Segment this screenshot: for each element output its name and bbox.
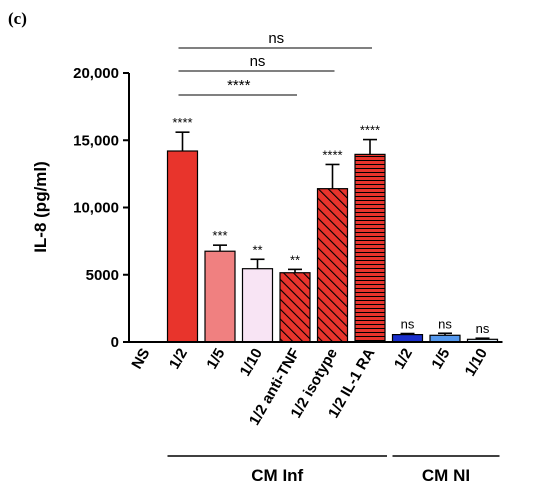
- bar: [279, 272, 311, 343]
- category-label: 1/2: [391, 346, 416, 373]
- significance-label: ****: [172, 115, 192, 130]
- significance-label: ****: [322, 147, 342, 162]
- significance-label: ***: [212, 228, 227, 243]
- bar: [391, 334, 424, 343]
- y-axis-label: IL-8 (pg/ml): [31, 161, 50, 253]
- bar: [316, 188, 349, 343]
- significance-label: ns: [401, 317, 415, 332]
- comparison-label: ****: [227, 77, 251, 94]
- significance-label: **: [252, 242, 262, 257]
- y-tick-label: 20,000: [73, 65, 119, 82]
- category-label: 1/10: [462, 346, 491, 380]
- group-label: CM Inf: [251, 466, 303, 485]
- bar: [166, 150, 199, 343]
- y-tick-label: 0: [111, 334, 119, 351]
- significance-label: ns: [438, 316, 452, 331]
- comparison-label: ns: [268, 30, 284, 47]
- bar: [241, 268, 274, 343]
- category-label: NS: [128, 346, 153, 373]
- bar: [354, 153, 386, 343]
- significance-label: ****: [360, 123, 380, 138]
- bar: [204, 250, 236, 343]
- group-label: CM NI: [422, 466, 470, 485]
- y-tick-label: 15,000: [73, 132, 119, 149]
- category-label: 1/5: [428, 346, 453, 373]
- category-label: 1/5: [203, 346, 228, 373]
- panel-label: (c): [8, 9, 27, 28]
- y-tick-label: 10,000: [73, 200, 119, 217]
- significance-label: **: [290, 252, 300, 267]
- category-label: 1/10: [237, 346, 266, 380]
- bar: [429, 334, 461, 343]
- comparison-label: ns: [250, 53, 266, 70]
- category-label: 1/2: [166, 346, 191, 373]
- significance-label: ns: [476, 321, 490, 336]
- y-tick-label: 5000: [86, 267, 119, 284]
